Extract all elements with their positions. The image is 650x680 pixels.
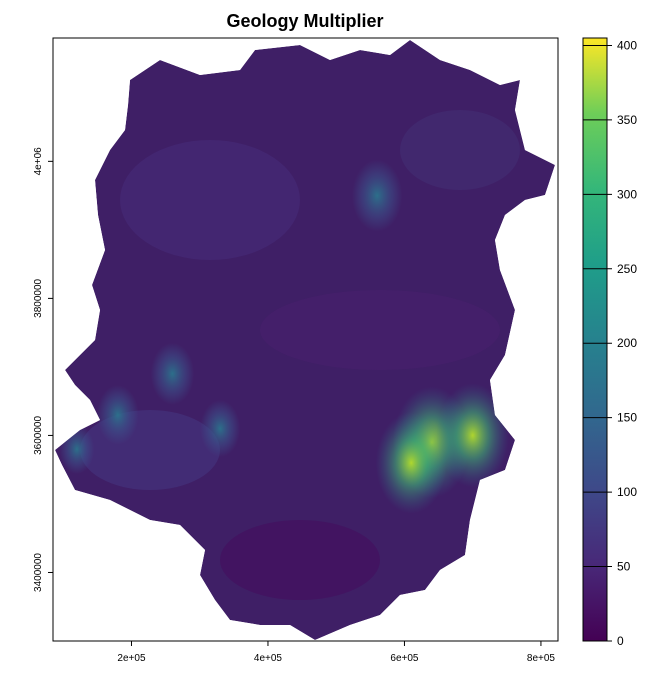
hotspot-cell bbox=[150, 342, 195, 405]
y-tick-label: 3600000 bbox=[33, 416, 44, 455]
colorbar-tick-label: 300 bbox=[617, 187, 637, 201]
y-tick-label: 3400000 bbox=[33, 553, 44, 592]
texture-patch bbox=[260, 290, 500, 370]
x-axis: 2e+05 4e+05 6e+05 8e+05 bbox=[117, 641, 555, 664]
y-axis: 3400000 3600000 3800000 4e+06 bbox=[33, 147, 53, 592]
colorbar-tick-label: 50 bbox=[617, 560, 631, 574]
colorbar-tick-label: 150 bbox=[617, 411, 637, 425]
y-tick-label: 3800000 bbox=[33, 278, 44, 317]
hotspot-cell bbox=[96, 385, 139, 445]
texture-patch bbox=[220, 520, 380, 600]
colorbar-tick-label: 100 bbox=[617, 485, 637, 499]
hotspot-cell bbox=[351, 159, 403, 232]
x-tick-label: 8e+05 bbox=[527, 653, 556, 664]
colorbar-tick-label: 400 bbox=[617, 38, 637, 52]
colorbar-tick-label: 200 bbox=[617, 336, 637, 350]
colorbar-tick-label: 350 bbox=[617, 113, 637, 127]
texture-patch bbox=[120, 140, 300, 260]
colorbar bbox=[582, 37, 608, 642]
x-tick-label: 4e+05 bbox=[254, 653, 283, 664]
hotspot-cell bbox=[200, 399, 241, 458]
hotspot-cell bbox=[436, 383, 510, 488]
hotspot-cell bbox=[375, 412, 447, 514]
chart-title: Geology Multiplier bbox=[226, 11, 383, 31]
colorbar-tick-label: 250 bbox=[617, 262, 637, 276]
y-tick-label: 4e+06 bbox=[33, 147, 44, 176]
texture-patch bbox=[400, 110, 520, 190]
x-tick-label: 2e+05 bbox=[117, 653, 146, 664]
x-tick-label: 6e+05 bbox=[390, 653, 419, 664]
raster-layer bbox=[55, 40, 555, 640]
colorbar-tick-label: 0 bbox=[617, 634, 624, 648]
colorbar-axis: 0 50 100 150 200 250 300 350 400 bbox=[583, 38, 637, 648]
